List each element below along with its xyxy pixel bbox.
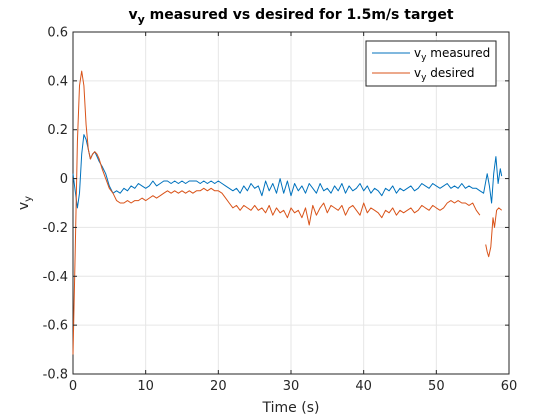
series-line-measured: [72, 134, 503, 209]
y-tick-label: 0.6: [47, 26, 68, 41]
x-tick-label: 0: [69, 379, 77, 394]
y-tick-label: 0: [60, 172, 68, 187]
legend-label-measured: vy measured: [414, 46, 490, 63]
x-tick-label: 20: [210, 379, 227, 394]
legend-label-measured-subscript: y: [421, 53, 427, 63]
legend-label-measured-rest: measured: [426, 46, 490, 60]
legend-box: [365, 40, 497, 87]
legend-label-desired-rest: desired: [426, 66, 474, 80]
legend-label-desired: vy desired: [414, 66, 475, 83]
chart-title-rest: measured vs desired for 1.5m/s target: [145, 7, 454, 23]
y-tick-label: -0.4: [43, 270, 68, 285]
y-axis-ticks: -0.8 -0.6 -0.4 -0.2 0 0.2 0.4 0.6: [43, 26, 509, 383]
y-tick-label: -0.2: [43, 221, 68, 236]
series-layer: [72, 70, 503, 355]
series-line-desired: [72, 70, 503, 355]
x-tick-label: 40: [355, 379, 372, 394]
chart-title-subscript: y: [138, 13, 145, 26]
y-axis-label-subscript: y: [23, 196, 34, 202]
x-tick-label: 30: [283, 379, 300, 394]
y-tick-label: -0.6: [43, 319, 68, 334]
legend-label-measured-main: v: [414, 46, 421, 60]
legend-label-desired-main: v: [414, 66, 421, 80]
chart-title: vy measured vs desired for 1.5m/s target: [128, 7, 453, 26]
x-tick-label: 10: [137, 379, 154, 394]
y-axis-label: vy: [16, 196, 34, 210]
y-tick-label: -0.8: [43, 368, 68, 383]
x-tick-label: 60: [501, 379, 518, 394]
x-axis-ticks: 0 10 20 30 40 50 60: [69, 32, 517, 394]
y-tick-label: 0.4: [47, 74, 68, 89]
x-tick-label: 50: [428, 379, 445, 394]
x-axis-label: Time (s): [262, 400, 320, 416]
y-axis-label-main: v: [16, 202, 32, 210]
legend: vy measured vy desired: [365, 40, 497, 87]
y-tick-label: 0.2: [47, 123, 68, 138]
chart-title-main: v: [128, 7, 137, 23]
legend-label-desired-subscript: y: [421, 73, 427, 83]
